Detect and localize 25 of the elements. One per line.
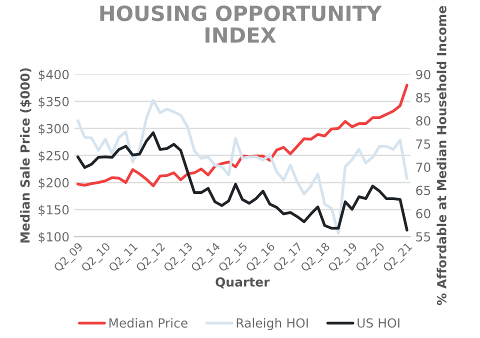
y2-tick-label: 65 — [416, 186, 430, 196]
y2-tick-label: 90 — [416, 70, 430, 80]
y-tick-label: $350 — [38, 96, 69, 108]
x-axis-title: Quarter — [216, 277, 270, 288]
legend-label: US HOI — [358, 318, 400, 328]
y-tick-label: $400 — [38, 70, 69, 81]
y-tick-label: $100 — [38, 232, 69, 244]
line-series — [76, 131, 408, 232]
y2-axis-title: % Affordable at Median Household Income — [436, 6, 446, 306]
legend-label: Raleigh HOI — [236, 318, 308, 330]
line-series — [76, 84, 408, 188]
y2-tick-label: 85 — [416, 93, 430, 102]
y2-tick-label: 80 — [416, 116, 430, 126]
y-axis-title: Median Sale Price ($000) — [20, 68, 32, 243]
y2-tick-label: 70 — [416, 162, 430, 172]
y2-tick-label: 75 — [416, 140, 430, 149]
line-series — [76, 98, 408, 235]
y2-tick-label: 55 — [416, 232, 430, 242]
y-tick-label: $200 — [38, 178, 69, 190]
legend-label: Median Price — [109, 318, 188, 328]
y-tick-label: $150 — [38, 204, 69, 216]
chart-title: HOUSING OPPORTUNITY INDEX — [100, 5, 382, 43]
y-tick-label: $300 — [38, 124, 69, 136]
y-tick-label: $250 — [38, 150, 69, 162]
y2-tick-label: 60 — [416, 208, 430, 218]
